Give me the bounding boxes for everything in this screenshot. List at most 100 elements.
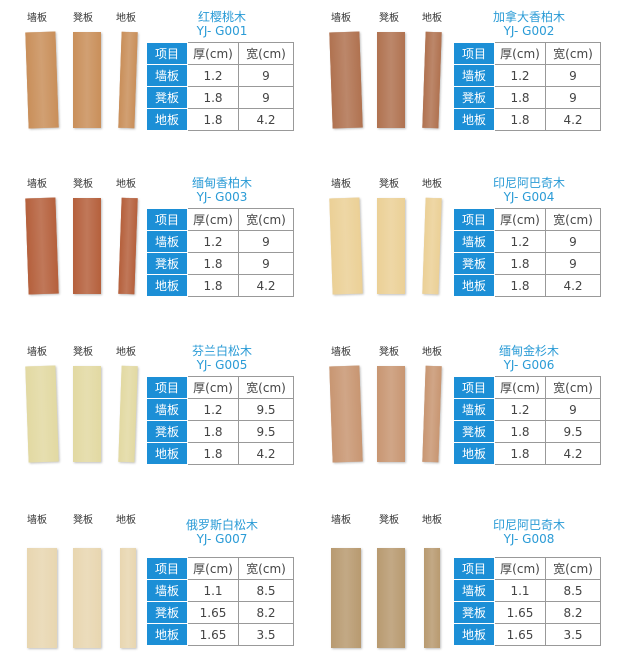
board-label-wall: 墙板 xyxy=(331,13,351,24)
table-row: 凳板 1.8 9 xyxy=(146,86,294,109)
product-name: 俄罗斯白松木 xyxy=(185,518,258,532)
board-label-floor: 地板 xyxy=(116,515,136,526)
table-header: 项目 厚(cm) 宽(cm) xyxy=(146,376,294,399)
board-label-bench: 凳板 xyxy=(379,347,399,358)
header-width: 宽(cm) xyxy=(238,376,294,399)
product-code: YJ- G008 xyxy=(503,532,555,546)
thickness-value: 1.8 xyxy=(187,274,239,297)
width-value: 9 xyxy=(238,252,294,275)
header-item: 项目 xyxy=(453,208,495,231)
product-block: 墙板 凳板 地板 缅甸金杉木 YJ- G006 项目 厚(cm) 宽(cm) 墙板 1.2 9 凳板 1… xyxy=(307,334,617,500)
table-header: 项目 厚(cm) 宽(cm) xyxy=(453,42,601,65)
table-header: 项目 厚(cm) 宽(cm) xyxy=(146,208,294,231)
table-row: 墙板 1.2 9.5 xyxy=(146,398,294,421)
wood-board-image xyxy=(329,197,363,295)
row-label: 凳板 xyxy=(146,601,188,624)
wood-board-image xyxy=(118,31,138,129)
header-width: 宽(cm) xyxy=(545,42,601,65)
wood-board-image xyxy=(27,548,57,648)
wood-board-image xyxy=(120,548,136,648)
width-value: 4.2 xyxy=(238,442,294,465)
product-block: 墙板 凳板 地板 芬兰白松木 YJ- G005 项目 厚(cm) 宽(cm) 墙板 1.2 9.5 凳… xyxy=(0,334,310,500)
header-thickness: 厚(cm) xyxy=(494,376,546,399)
header-width: 宽(cm) xyxy=(545,557,601,580)
wood-board-image xyxy=(118,197,138,295)
header-thickness: 厚(cm) xyxy=(187,42,239,65)
width-value: 9 xyxy=(238,230,294,253)
row-label: 凳板 xyxy=(453,86,495,109)
product-title: 加拿大香柏木 YJ- G002 xyxy=(453,10,605,38)
width-value: 9.5 xyxy=(545,420,601,443)
thickness-value: 1.1 xyxy=(494,579,546,602)
spec-table: 项目 厚(cm) 宽(cm) 墙板 1.2 9 凳板 1.8 9 地板 1.8 4.2 xyxy=(453,208,601,297)
width-value: 4.2 xyxy=(238,108,294,131)
thickness-value: 1.8 xyxy=(187,108,239,131)
wood-board-image xyxy=(377,366,405,462)
header-item: 项目 xyxy=(146,557,188,580)
width-value: 4.2 xyxy=(238,274,294,297)
table-row: 地板 1.8 4.2 xyxy=(453,442,601,465)
product-code: YJ- G005 xyxy=(196,358,248,372)
header-thickness: 厚(cm) xyxy=(187,376,239,399)
thickness-value: 1.2 xyxy=(187,398,239,421)
thickness-value: 1.2 xyxy=(187,230,239,253)
spec-table: 项目 厚(cm) 宽(cm) 墙板 1.1 8.5 凳板 1.65 8.2 地板 1.65 3.5 xyxy=(453,557,601,646)
thickness-value: 1.8 xyxy=(494,108,546,131)
product-code: YJ- G003 xyxy=(196,190,248,204)
width-value: 9 xyxy=(545,252,601,275)
board-label-bench: 凳板 xyxy=(73,13,93,24)
board-label-wall: 墙板 xyxy=(331,179,351,190)
product-title: 缅甸金杉木 YJ- G006 xyxy=(453,344,605,372)
header-thickness: 厚(cm) xyxy=(494,42,546,65)
row-label: 地板 xyxy=(453,442,495,465)
width-value: 8.5 xyxy=(545,579,601,602)
row-label: 地板 xyxy=(453,274,495,297)
table-header: 项目 厚(cm) 宽(cm) xyxy=(453,208,601,231)
product-block: 墙板 凳板 地板 缅甸香柏木 YJ- G003 项目 厚(cm) 宽(cm) 墙板 1.2 9 凳板 1… xyxy=(0,166,310,332)
table-row: 凳板 1.65 8.2 xyxy=(146,601,294,624)
table-header: 项目 厚(cm) 宽(cm) xyxy=(146,557,294,580)
board-label-wall: 墙板 xyxy=(331,515,351,526)
thickness-value: 1.65 xyxy=(187,623,239,646)
wood-board-image xyxy=(331,548,361,648)
header-thickness: 厚(cm) xyxy=(494,557,546,580)
thickness-value: 1.2 xyxy=(187,64,239,87)
header-width: 宽(cm) xyxy=(545,208,601,231)
product-name: 印尼阿巴奇木 xyxy=(492,176,565,190)
wood-board-image xyxy=(118,365,138,463)
row-label: 凳板 xyxy=(146,86,188,109)
row-label: 地板 xyxy=(453,108,495,131)
product-code: YJ- G004 xyxy=(503,190,555,204)
table-row: 地板 1.8 4.2 xyxy=(146,108,294,131)
row-label: 地板 xyxy=(146,274,188,297)
header-item: 项目 xyxy=(146,208,188,231)
width-value: 8.2 xyxy=(238,601,294,624)
table-row: 墙板 1.1 8.5 xyxy=(146,579,294,602)
thickness-value: 1.8 xyxy=(187,86,239,109)
thickness-value: 1.8 xyxy=(494,420,546,443)
table-row: 墙板 1.2 9 xyxy=(453,230,601,253)
wood-board-image xyxy=(329,31,363,129)
width-value: 9 xyxy=(238,86,294,109)
product-title: 红樱桃木 YJ- G001 xyxy=(146,10,298,38)
width-value: 8.5 xyxy=(238,579,294,602)
board-label-floor: 地板 xyxy=(116,13,136,24)
wood-board-image xyxy=(329,365,363,463)
product-code: YJ- G001 xyxy=(196,24,248,38)
table-header: 项目 厚(cm) 宽(cm) xyxy=(146,42,294,65)
table-row: 墙板 1.2 9 xyxy=(453,64,601,87)
row-label: 地板 xyxy=(146,623,188,646)
thickness-value: 1.1 xyxy=(187,579,239,602)
table-row: 凳板 1.8 9.5 xyxy=(453,420,601,443)
table-header: 项目 厚(cm) 宽(cm) xyxy=(453,557,601,580)
row-label: 凳板 xyxy=(453,420,495,443)
wood-board-image xyxy=(424,548,440,648)
product-name: 缅甸金杉木 xyxy=(498,344,559,358)
table-row: 地板 1.8 4.2 xyxy=(453,108,601,131)
product-block: 墙板 凳板 地板 俄罗斯白松木 YJ- G007 项目 厚(cm) 宽(cm) 墙板 1.1 8.5… xyxy=(0,502,310,668)
board-label-floor: 地板 xyxy=(422,13,442,24)
width-value: 9.5 xyxy=(238,420,294,443)
row-label: 地板 xyxy=(146,442,188,465)
board-label-bench: 凳板 xyxy=(379,179,399,190)
board-label-wall: 墙板 xyxy=(27,179,47,190)
